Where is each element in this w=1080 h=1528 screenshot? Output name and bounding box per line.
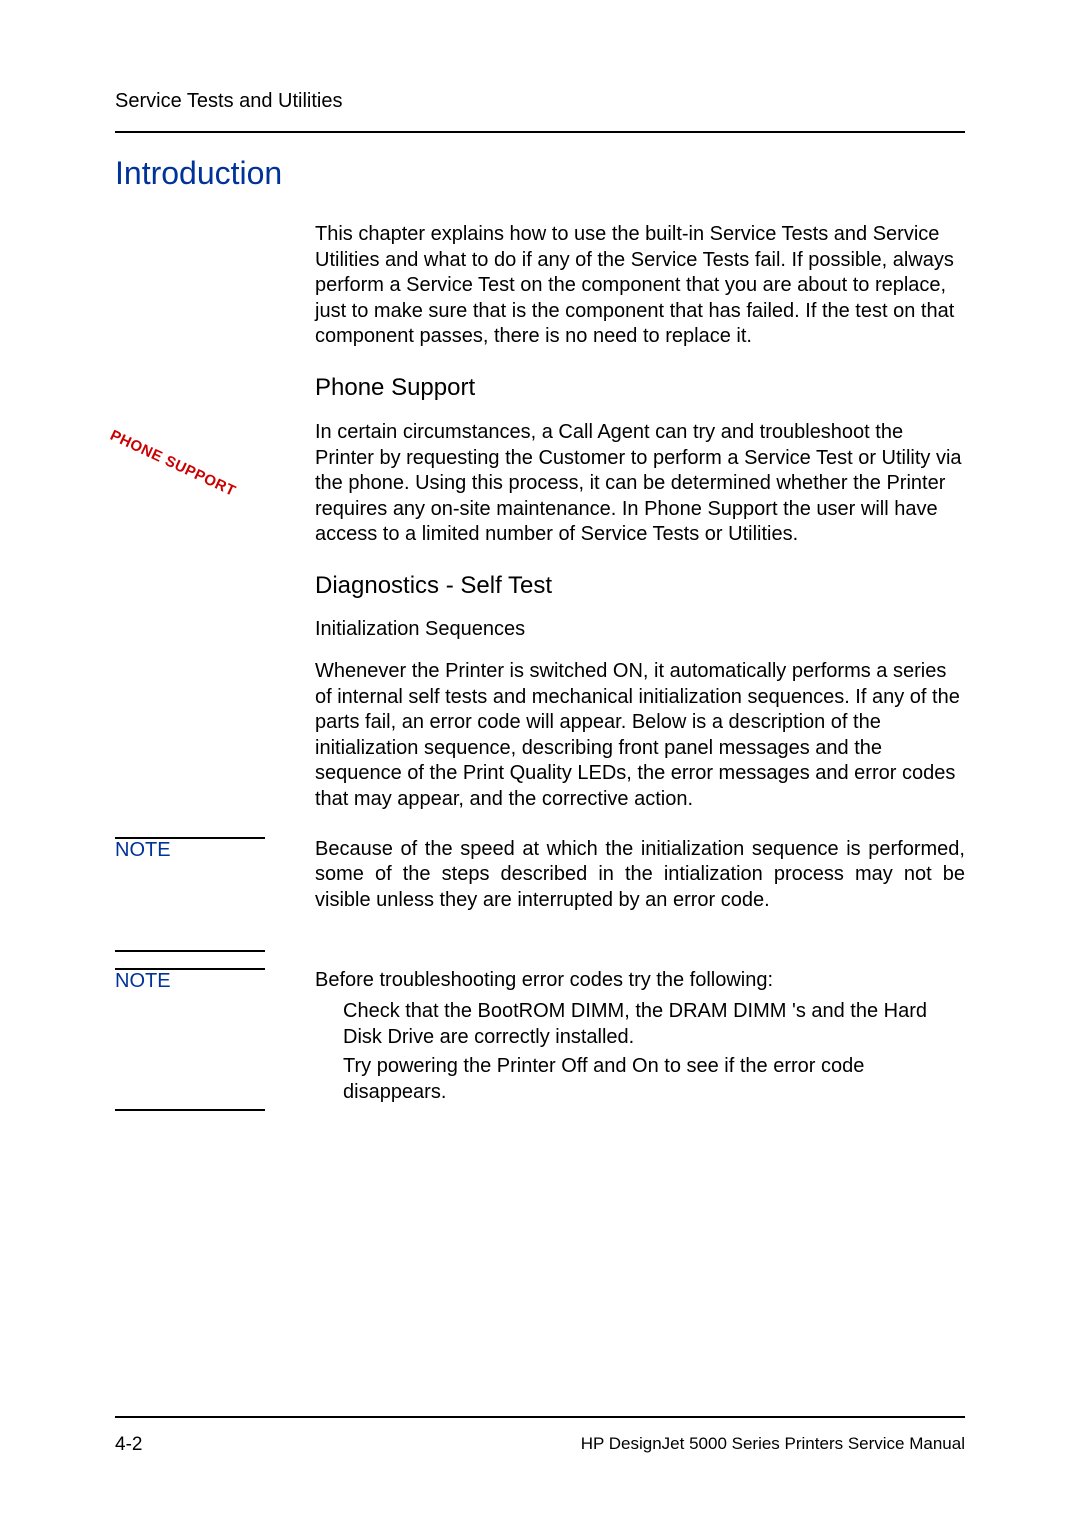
page-footer: 4-2 HP DesignJet 5000 Series Printers Se…	[115, 1416, 965, 1456]
footer-rule	[115, 1416, 965, 1418]
note2-label: NOTE	[115, 968, 265, 993]
note1-close-rule	[115, 950, 265, 952]
note2-item-0: Check that the BootROM DIMM, the DRAM DI…	[343, 999, 965, 1050]
section-header-label: Service Tests and Utilities	[115, 90, 965, 113]
note2-row: NOTE Before troubleshooting error codes …	[115, 968, 965, 1111]
note1-text: Because of the speed at which the initia…	[315, 837, 965, 914]
phone-support-right: In certain circumstances, a Call Agent c…	[315, 420, 965, 837]
phone-support-stamp-icon: PHONE SUPPORT	[107, 427, 238, 500]
note2-left: NOTE	[115, 968, 315, 1111]
phone-support-row: PHONE SUPPORT In certain circumstances, …	[115, 420, 965, 837]
footer-manual-title: HP DesignJet 5000 Series Printers Servic…	[581, 1434, 965, 1456]
page-title: Introduction	[115, 155, 965, 192]
note2-close-rule	[115, 1109, 265, 1111]
note1-label: NOTE	[115, 837, 265, 862]
intro-block: This chapter explains how to use the bui…	[315, 222, 965, 402]
page-container: Service Tests and Utilities Introduction…	[0, 0, 1080, 1111]
note2-item-1: Try powering the Printer Off and On to s…	[343, 1054, 965, 1105]
diagnostics-heading: Diagnostics - Self Test	[315, 572, 965, 600]
diagnostics-subheading: Initialization Sequences	[315, 618, 965, 641]
footer-line: 4-2 HP DesignJet 5000 Series Printers Se…	[115, 1434, 965, 1456]
phone-support-paragraph: In certain circumstances, a Call Agent c…	[315, 420, 965, 548]
diagnostics-paragraph: Whenever the Printer is switched ON, it …	[315, 659, 965, 813]
note1-row: NOTE Because of the speed at which the i…	[115, 837, 965, 952]
note2-text: Before troubleshooting error codes try t…	[315, 968, 965, 994]
note2-right: Before troubleshooting error codes try t…	[315, 968, 965, 1110]
note1-left: NOTE	[115, 837, 315, 952]
note1-right: Because of the speed at which the initia…	[315, 837, 965, 916]
header-rule	[115, 131, 965, 133]
phone-support-heading: Phone Support	[315, 374, 965, 402]
footer-page-number: 4-2	[115, 1434, 142, 1456]
note2-list: Check that the BootROM DIMM, the DRAM DI…	[343, 999, 965, 1105]
intro-paragraph: This chapter explains how to use the bui…	[315, 222, 965, 350]
